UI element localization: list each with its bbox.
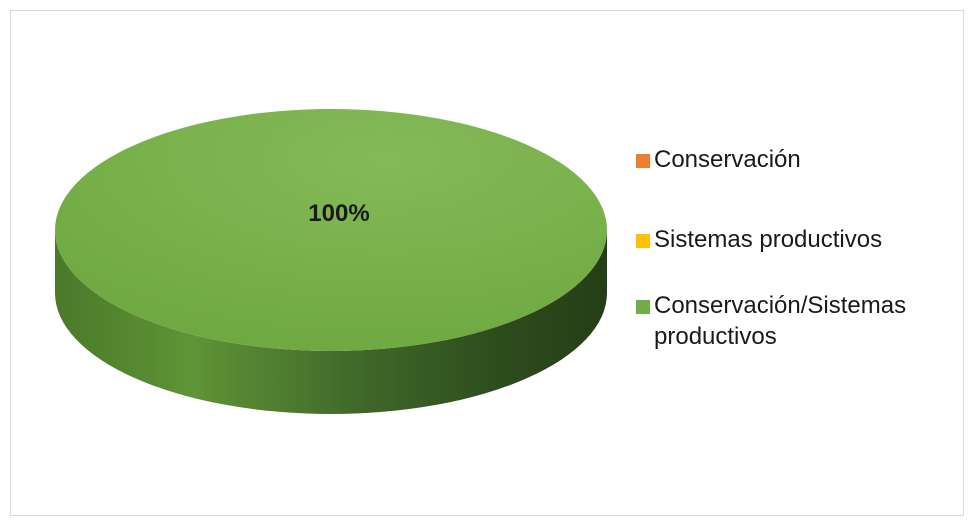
- legend-item-conservacion-sistemas: Conservación/Sistemas productivos: [636, 290, 974, 352]
- pie-slice-side-conservacion-sistemas-productivos: [55, 230, 607, 414]
- legend-label: Conservación/Sistemas productivos: [654, 292, 907, 350]
- legend-item-conservacion: Conservación: [636, 144, 974, 175]
- legend-label: Conservación: [654, 146, 801, 173]
- legend-swatch-sistemas-productivos: [636, 234, 650, 248]
- legend-swatch-conservacion-sistemas: [636, 300, 650, 314]
- legend-label: Sistemas productivos: [654, 226, 883, 253]
- legend-swatch-conservacion: [636, 154, 650, 168]
- pie-slice-conservacion-sistemas-productivos: [55, 109, 607, 351]
- data-label-2: 100%: [308, 200, 369, 227]
- legend-item-sistemas-productivos: Sistemas productivos: [636, 224, 974, 255]
